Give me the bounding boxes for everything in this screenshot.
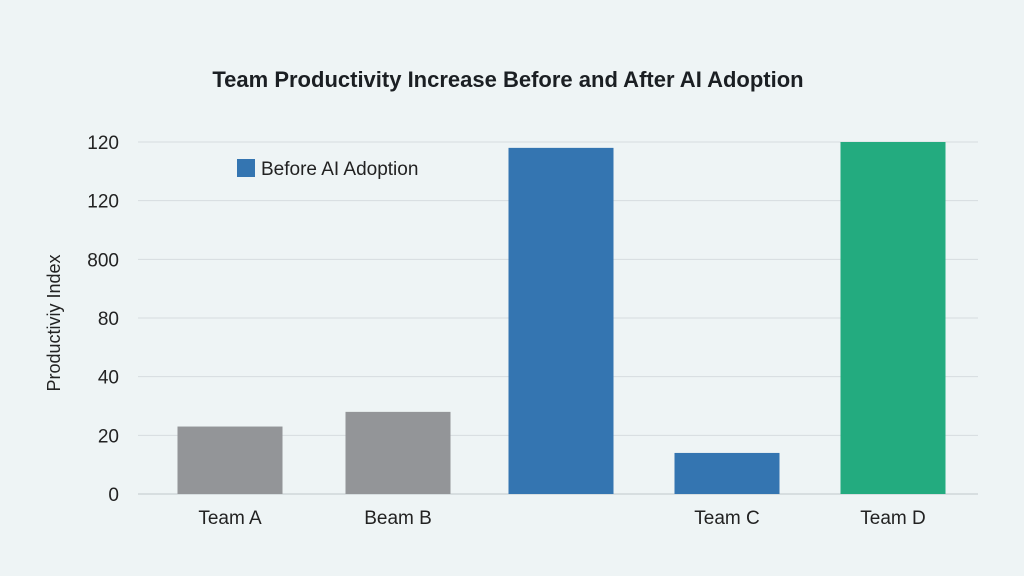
- bar-beam-b: [345, 411, 451, 494]
- y-axis-ticks: 0 20 40 80 800 120 120: [87, 133, 119, 506]
- y-tick-label: 20: [98, 426, 119, 447]
- y-tick-label: 0: [108, 485, 119, 506]
- bars: [177, 142, 946, 494]
- y-axis-title: Productiviy Index: [44, 254, 64, 391]
- legend: Before AI Adoption: [237, 159, 418, 180]
- x-tick-label: Team A: [198, 508, 262, 529]
- chart-title: Team Productivity Increase Before and Af…: [212, 67, 803, 92]
- x-tick-label: Team D: [860, 508, 925, 529]
- bar-team-a: [177, 426, 283, 494]
- legend-label: Before AI Adoption: [261, 159, 418, 180]
- legend-swatch: [237, 159, 255, 177]
- bar-team-c: [674, 452, 780, 494]
- x-axis-labels: Team A Beam B Team C Team D: [198, 508, 925, 529]
- y-tick-label: 80: [98, 309, 119, 330]
- bar-team-d: [840, 142, 946, 494]
- y-tick-label: 40: [98, 368, 119, 389]
- y-tick-label: 800: [87, 250, 119, 271]
- x-tick-label: Team C: [694, 508, 759, 529]
- y-tick-label: 120: [87, 133, 119, 154]
- y-tick-label: 120: [87, 192, 119, 213]
- x-tick-label: Beam B: [364, 508, 432, 529]
- bar-unlabeled: [508, 147, 614, 494]
